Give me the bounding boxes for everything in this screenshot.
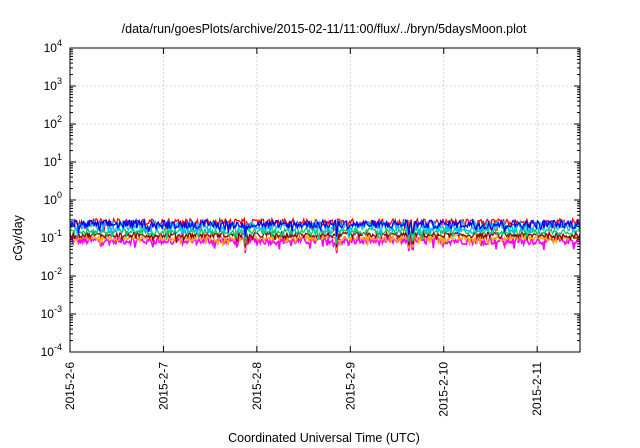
- y-tick-label: 10-4: [41, 342, 62, 359]
- y-tick-label-base: 10: [44, 117, 58, 131]
- y-tick-label-exponent: -1: [54, 228, 62, 238]
- x-axis-label: Coordinated Universal Time (UTC): [228, 431, 420, 445]
- y-tick-label-base: 10: [44, 41, 58, 55]
- y-tick-label: 10-2: [41, 266, 62, 283]
- y-tick-label-base: 10: [41, 269, 55, 283]
- y-tick-label: 101: [44, 152, 62, 169]
- y-tick-label-exponent: -2: [54, 266, 62, 276]
- series-layer: [69, 216, 581, 254]
- y-tick-label-exponent: 4: [57, 38, 62, 48]
- y-tick-label-base: 10: [41, 307, 55, 321]
- x-tick-label: 2015-2-7: [156, 362, 170, 410]
- ticks: [69, 47, 580, 353]
- y-tick-label: 104: [44, 38, 62, 55]
- series-line: [69, 233, 581, 254]
- y-tick-label-exponent: -4: [54, 342, 62, 352]
- y-tick-label-exponent: 3: [57, 76, 62, 86]
- x-tick-label: 2015-2-10: [437, 362, 451, 417]
- y-tick-label-exponent: 1: [57, 152, 62, 162]
- y-tick-label: 100: [44, 190, 62, 207]
- y-axis-label: cGy/day: [11, 214, 25, 261]
- series-line: [69, 219, 581, 240]
- y-tick-label-exponent: 0: [57, 190, 62, 200]
- y-tick-label: 103: [44, 76, 62, 93]
- y-tick-label-exponent: 2: [57, 114, 62, 124]
- grid: [70, 47, 580, 353]
- x-tick-label: 2015-2-9: [343, 362, 357, 410]
- y-tick-label-base: 10: [41, 345, 55, 359]
- y-tick-label: 10-3: [41, 304, 62, 321]
- y-tick-label-base: 10: [44, 79, 58, 93]
- x-tick-label: 2015-2-8: [250, 362, 264, 410]
- y-tick-label-base: 10: [44, 193, 58, 207]
- y-tick-label: 102: [44, 114, 62, 131]
- series-line: [69, 217, 581, 237]
- y-tick-label: 10-1: [41, 228, 62, 245]
- chart-title: /data/run/goesPlots/archive/2015-02-11/1…: [122, 22, 527, 36]
- y-tick-label-base: 10: [41, 231, 55, 245]
- x-tick-label: 2015-2-6: [63, 362, 77, 410]
- x-tick-label: 2015-2-11: [530, 362, 544, 416]
- y-tick-label-base: 10: [44, 155, 58, 169]
- y-tick-label-exponent: -3: [54, 304, 62, 314]
